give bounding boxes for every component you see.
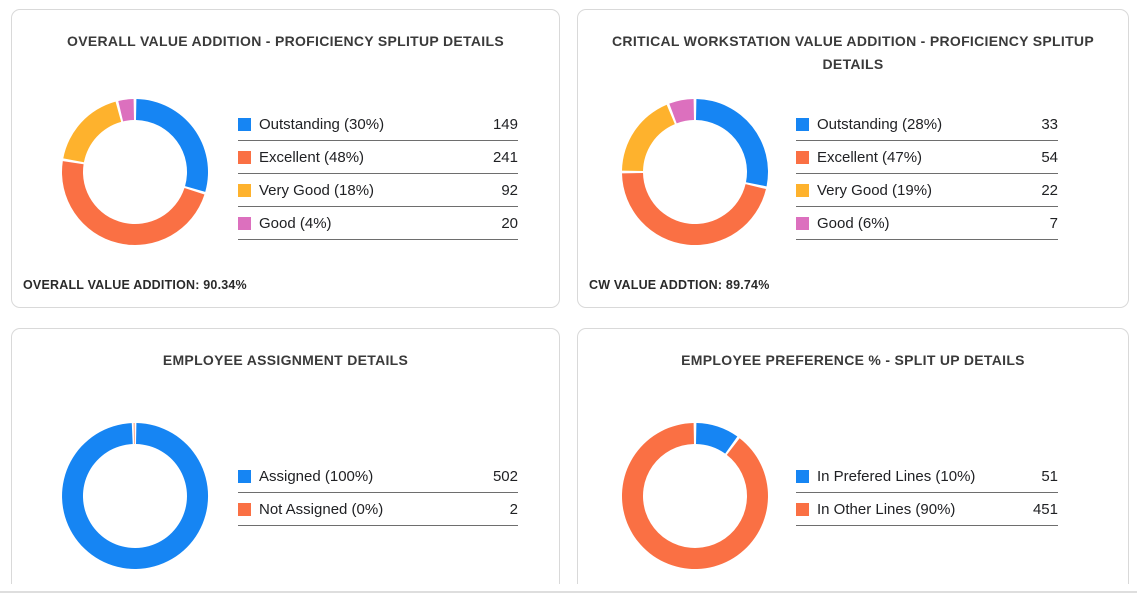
legend-value: 22 — [1041, 181, 1058, 199]
card-title: EMPLOYEE ASSIGNMENT DETAILS — [162, 352, 409, 368]
donut-svg — [62, 99, 209, 246]
donut-segment[interactable] — [696, 423, 738, 454]
legend-label: Very Good (18%) — [259, 181, 375, 199]
legend-label: Assigned (100%) — [259, 467, 374, 485]
cards-grid: OVERALL VALUE ADDITION - PROFICIENCY SPL… — [11, 9, 1129, 584]
legend-value: 149 — [492, 115, 518, 133]
donut-svg — [62, 423, 209, 569]
legend-item[interactable]: Excellent (47%) 54 — [796, 141, 1058, 174]
legend-label: Good (4%) — [259, 214, 332, 232]
legend-color-chip — [796, 117, 809, 131]
donut-segment[interactable] — [621, 423, 768, 569]
donut-chart-employee-assignment[interactable] — [60, 421, 210, 571]
donut-segment[interactable] — [669, 99, 694, 124]
legend-label: In Prefered Lines (10%) — [817, 467, 976, 485]
legend-color-chip — [238, 502, 251, 516]
donut-segment[interactable] — [63, 101, 122, 163]
card-title: CRITICAL WORKSTATION VALUE ADDITION - PR… — [612, 33, 1094, 72]
chart-legend: Assigned (100%) 502 Not Assigned (0%) 2 — [238, 460, 518, 526]
chart-legend: Outstanding (28%) 33 Excellent (47%) 54 Very… — [796, 108, 1058, 240]
legend-color-chip — [796, 502, 809, 516]
legend-value: 2 — [509, 500, 518, 518]
donut-segment[interactable] — [62, 423, 209, 569]
legend-value: 20 — [501, 214, 518, 232]
donut-segment[interactable] — [696, 99, 768, 187]
legend-value: 54 — [1041, 148, 1058, 166]
legend-item[interactable]: Outstanding (28%) 33 — [796, 108, 1058, 141]
legend-color-chip — [238, 216, 251, 230]
donut-svg — [621, 423, 768, 569]
legend-value: 92 — [501, 181, 518, 199]
donut-segment[interactable] — [62, 161, 205, 246]
donut-segment[interactable] — [622, 104, 675, 171]
legend-item[interactable]: Good (4%) 20 — [238, 207, 518, 240]
legend-color-chip — [238, 117, 251, 131]
legend-label: In Other Lines (90%) — [817, 500, 956, 518]
card-title: EMPLOYEE PREFERENCE % - SPLIT UP DETAILS — [681, 352, 1025, 368]
legend-color-chip — [238, 469, 251, 483]
legend-item[interactable]: Assigned (100%) 502 — [238, 460, 518, 493]
donut-chart-cw-value[interactable] — [620, 97, 770, 247]
donut-svg — [622, 99, 768, 246]
legend-item[interactable]: Outstanding (30%) 149 — [238, 108, 518, 141]
card-employee-assignment: EMPLOYEE ASSIGNMENT DETAILS Assigned (10… — [11, 328, 560, 584]
legend-value: 7 — [1049, 214, 1058, 232]
legend-item[interactable]: Good (6%) 7 — [796, 207, 1058, 240]
donut-segment[interactable] — [136, 99, 209, 192]
donut-chart-overall-value[interactable] — [60, 97, 210, 247]
chart-legend: Outstanding (30%) 149 Excellent (48%) 241 Ve… — [238, 108, 518, 240]
legend-item[interactable]: Not Assigned (0%) 2 — [238, 493, 518, 526]
legend-color-chip — [796, 183, 809, 197]
summary-text: CW VALUE ADDTION: 89.74% — [589, 278, 770, 292]
legend-item[interactable]: Excellent (48%) 241 — [238, 141, 518, 174]
legend-color-chip — [238, 183, 251, 197]
legend-item[interactable]: Very Good (18%) 92 — [238, 174, 518, 207]
legend-item[interactable]: In Prefered Lines (10%) 51 — [796, 460, 1058, 493]
donut-segment[interactable] — [133, 423, 135, 445]
section-divider — [0, 591, 1137, 593]
legend-label: Outstanding (30%) — [259, 115, 385, 133]
chart-legend: In Prefered Lines (10%) 51 In Other Lines … — [796, 460, 1058, 526]
legend-value: 241 — [492, 148, 518, 166]
legend-color-chip — [796, 216, 809, 230]
card-title: OVERALL VALUE ADDITION - PROFICIENCY SPL… — [67, 33, 504, 49]
legend-item[interactable]: In Other Lines (90%) 451 — [796, 493, 1058, 526]
legend-label: Outstanding (28%) — [817, 115, 943, 133]
legend-color-chip — [796, 150, 809, 164]
donut-segment[interactable] — [622, 173, 766, 246]
summary-text: OVERALL VALUE ADDITION: 90.34% — [23, 278, 247, 292]
legend-item[interactable]: Very Good (19%) 22 — [796, 174, 1058, 207]
donut-segment[interactable] — [118, 99, 134, 122]
legend-label: Excellent (47%) — [817, 148, 923, 166]
legend-color-chip — [238, 150, 251, 164]
donut-chart-employee-preference[interactable] — [620, 421, 770, 571]
legend-color-chip — [796, 469, 809, 483]
legend-label: Not Assigned (0%) — [259, 500, 384, 518]
card-employee-preference: EMPLOYEE PREFERENCE % - SPLIT UP DETAILS… — [577, 328, 1129, 584]
card-overall-value-addition: OVERALL VALUE ADDITION - PROFICIENCY SPL… — [11, 9, 560, 308]
legend-label: Good (6%) — [817, 214, 890, 232]
legend-label: Very Good (19%) — [817, 181, 933, 199]
legend-value: 33 — [1041, 115, 1058, 133]
legend-value: 51 — [1041, 467, 1058, 485]
legend-value: 502 — [492, 467, 518, 485]
legend-label: Excellent (48%) — [259, 148, 365, 166]
card-critical-workstation-value-addition: CRITICAL WORKSTATION VALUE ADDITION - PR… — [577, 9, 1129, 308]
legend-value: 451 — [1032, 500, 1058, 518]
